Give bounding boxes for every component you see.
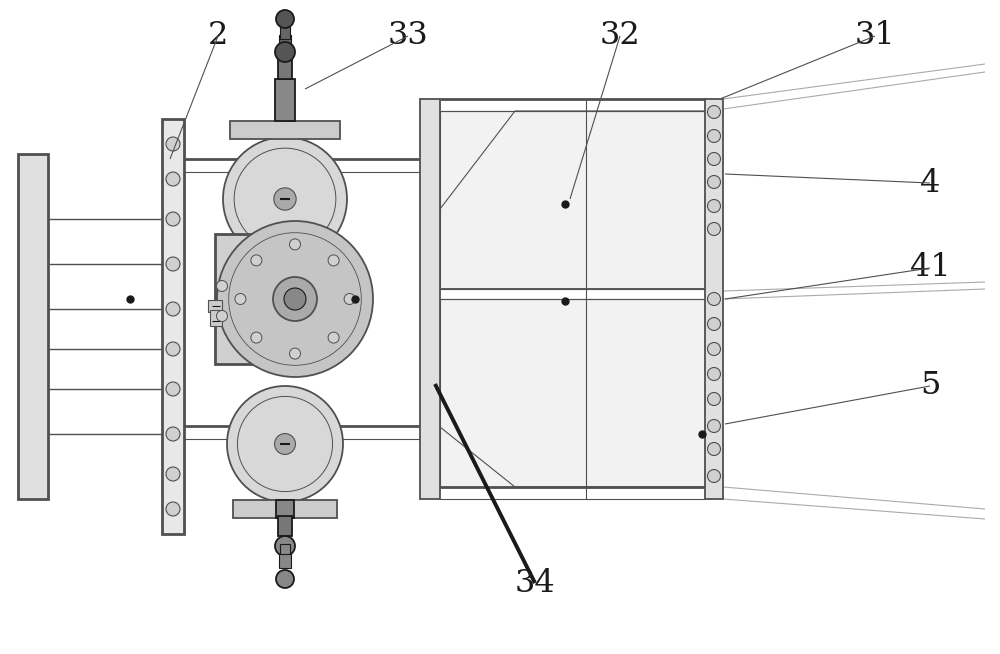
Circle shape — [708, 470, 720, 483]
Bar — [420, 99, 440, 499]
Circle shape — [166, 502, 180, 516]
Circle shape — [276, 570, 294, 588]
Text: 5: 5 — [920, 371, 940, 402]
Circle shape — [708, 199, 720, 213]
Circle shape — [708, 368, 720, 381]
Bar — [279, 35, 291, 57]
Circle shape — [708, 443, 720, 455]
Circle shape — [216, 281, 228, 292]
Circle shape — [708, 152, 720, 165]
Circle shape — [275, 42, 295, 62]
Circle shape — [708, 343, 720, 356]
Circle shape — [284, 288, 306, 310]
Circle shape — [275, 434, 295, 455]
Circle shape — [328, 255, 339, 266]
Circle shape — [708, 419, 720, 432]
Circle shape — [166, 427, 180, 441]
Circle shape — [251, 255, 262, 266]
Circle shape — [166, 137, 180, 151]
Bar — [208, 300, 222, 312]
Circle shape — [223, 137, 347, 261]
Circle shape — [344, 294, 355, 305]
Bar — [215, 234, 325, 364]
Bar — [280, 24, 290, 39]
Text: 41: 41 — [910, 252, 950, 283]
Text: 4: 4 — [920, 167, 940, 199]
Circle shape — [166, 172, 180, 186]
Circle shape — [708, 129, 720, 143]
Bar — [278, 516, 292, 536]
Circle shape — [166, 257, 180, 271]
Circle shape — [251, 332, 262, 343]
Bar — [278, 57, 292, 79]
Bar — [233, 500, 337, 518]
Circle shape — [216, 311, 228, 322]
Circle shape — [708, 105, 720, 118]
Bar — [705, 99, 723, 499]
Circle shape — [273, 277, 317, 321]
Circle shape — [708, 222, 720, 235]
Text: 2: 2 — [208, 20, 228, 52]
Bar — [162, 119, 184, 534]
Circle shape — [276, 10, 294, 28]
Circle shape — [166, 342, 180, 356]
Circle shape — [166, 212, 180, 226]
Circle shape — [166, 382, 180, 396]
Text: 34: 34 — [515, 568, 555, 598]
Circle shape — [328, 332, 339, 343]
Circle shape — [290, 348, 300, 359]
Text: 31: 31 — [855, 20, 895, 52]
Bar — [276, 500, 294, 518]
Text: 32: 32 — [600, 20, 640, 52]
Bar — [18, 154, 48, 499]
Circle shape — [166, 467, 180, 481]
Circle shape — [235, 294, 246, 305]
Circle shape — [708, 392, 720, 405]
Circle shape — [290, 239, 300, 250]
Circle shape — [708, 317, 720, 330]
Text: 33: 33 — [388, 20, 428, 52]
Bar — [280, 544, 290, 556]
Bar — [279, 554, 291, 568]
Circle shape — [274, 188, 296, 210]
Bar — [440, 299, 705, 487]
Circle shape — [227, 386, 343, 502]
Circle shape — [275, 536, 295, 556]
Bar — [210, 310, 222, 326]
Circle shape — [708, 175, 720, 188]
Bar — [275, 79, 295, 121]
Circle shape — [166, 302, 180, 316]
Circle shape — [217, 221, 373, 377]
Bar — [230, 121, 340, 139]
Circle shape — [708, 292, 720, 305]
Bar — [440, 111, 705, 289]
